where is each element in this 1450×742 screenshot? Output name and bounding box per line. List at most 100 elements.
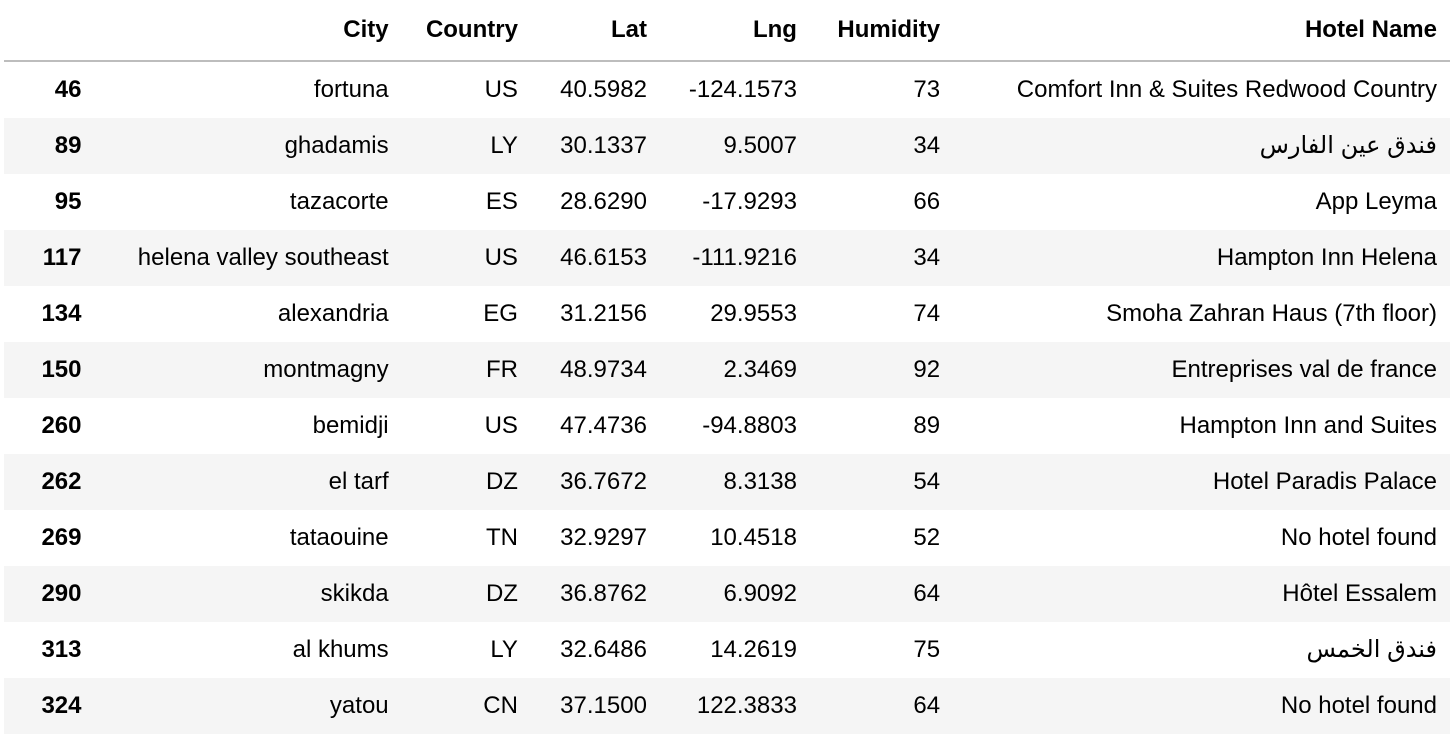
cell-city: ghadamis <box>284 132 389 159</box>
cell-lng: 2.3469 <box>723 356 797 383</box>
table-row: 134 alexandria EG 31.2156 29.9553 74 Smo… <box>4 286 1450 342</box>
cell-lng: -17.9293 <box>702 188 797 215</box>
row-index: 260 <box>41 412 82 439</box>
cell-humidity: 89 <box>913 412 941 439</box>
cell-lat: 36.7672 <box>560 468 647 495</box>
cell-hotel-name: Hotel Paradis Palace <box>1212 468 1437 495</box>
cell-lng: -111.9216 <box>692 244 797 271</box>
table-row: 324 yatou CN 37.1500 122.3833 64 No hote… <box>4 678 1450 734</box>
cell-humidity: 64 <box>913 692 941 719</box>
table-row: 269 tataouine TN 32.9297 10.4518 52 No h… <box>4 510 1450 566</box>
cell-humidity: 66 <box>913 188 941 215</box>
row-index: 46 <box>54 76 82 103</box>
header-city: City <box>94 0 402 62</box>
cell-humidity: 54 <box>913 468 941 495</box>
cell-hotel-name: No hotel found <box>1280 524 1437 551</box>
row-index: 117 <box>42 244 82 271</box>
row-index: 89 <box>54 132 82 159</box>
cell-city: tazacorte <box>289 188 389 215</box>
cell-lng: 122.3833 <box>696 692 797 719</box>
cell-humidity: 52 <box>913 524 941 551</box>
cell-lng: 10.4518 <box>710 524 797 551</box>
table-row: 290 skikda DZ 36.8762 6.9092 64 Hôtel Es… <box>4 566 1450 622</box>
header-country: Country <box>401 0 531 62</box>
cell-humidity: 74 <box>913 300 941 327</box>
cell-lng: 14.2619 <box>710 636 797 663</box>
cell-hotel-name: فندق عين الفارس <box>1259 132 1437 159</box>
cell-humidity: 34 <box>913 132 941 159</box>
cell-hotel-name: Smoha Zahran Haus (7th floor) <box>1106 300 1437 327</box>
cell-country: TN <box>485 524 518 551</box>
cell-lat: 28.6290 <box>560 188 647 215</box>
cell-city: helena valley southeast <box>137 244 389 271</box>
table-body: 46 fortuna US 40.5982 -124.1573 73 Comfo… <box>4 61 1450 734</box>
row-index: 313 <box>41 636 82 663</box>
header-humidity: Humidity <box>809 0 954 62</box>
table-row: 262 el tarf DZ 36.7672 8.3138 54 Hotel P… <box>4 454 1450 510</box>
cell-city: yatou <box>329 692 389 719</box>
cell-hotel-name: No hotel found <box>1280 692 1437 719</box>
cell-hotel-name: Hampton Inn Helena <box>1216 244 1437 271</box>
cell-humidity: 64 <box>913 580 941 607</box>
table-row: 150 montmagny FR 48.9734 2.3469 92 Entre… <box>4 342 1450 398</box>
table-row: 117 helena valley southeast US 46.6153 -… <box>4 230 1450 286</box>
cell-city: al khums <box>292 636 389 663</box>
cell-lng: 29.9553 <box>710 300 797 327</box>
cell-city: montmagny <box>263 356 389 383</box>
cell-humidity: 92 <box>913 356 941 383</box>
cell-lat: 47.4736 <box>560 412 647 439</box>
cell-country: LY <box>490 132 518 159</box>
table-header: City Country Lat Lng Humidity Hotel Name <box>4 0 1450 62</box>
row-index: 150 <box>41 356 82 383</box>
cell-country: ES <box>485 188 518 215</box>
cell-lng: 8.3138 <box>723 468 797 495</box>
header-lng: Lng <box>659 0 810 62</box>
cell-city: fortuna <box>313 76 389 103</box>
cell-lat: 32.9297 <box>560 524 647 551</box>
cell-country: US <box>484 244 518 271</box>
dataframe-table: City Country Lat Lng Humidity Hotel Name… <box>4 0 1450 734</box>
cell-lat: 36.8762 <box>560 580 647 607</box>
cell-lat: 30.1337 <box>560 132 647 159</box>
cell-country: EG <box>483 300 518 327</box>
table-row: 95 tazacorte ES 28.6290 -17.9293 66 App … <box>4 174 1450 230</box>
cell-lng: -124.1573 <box>688 76 797 103</box>
cell-lat: 32.6486 <box>560 636 647 663</box>
cell-hotel-name: فندق الخمس <box>1306 636 1437 663</box>
cell-hotel-name: Entreprises val de france <box>1171 356 1437 383</box>
row-index: 269 <box>41 524 82 551</box>
cell-lat: 46.6153 <box>560 244 647 271</box>
cell-country: DZ <box>485 468 518 495</box>
header-lat: Lat <box>530 0 660 62</box>
cell-humidity: 73 <box>913 76 941 103</box>
header-index <box>4 0 95 62</box>
row-index: 262 <box>41 468 82 495</box>
header-hotel-name: Hotel Name <box>953 0 1450 62</box>
cell-country: US <box>484 76 518 103</box>
table-row: 260 bemidji US 47.4736 -94.8803 89 Hampt… <box>4 398 1450 454</box>
cell-city: tataouine <box>289 524 389 551</box>
cell-lng: -94.8803 <box>702 412 797 439</box>
table-row: 89 ghadamis LY 30.1337 9.5007 34 فندق عي… <box>4 118 1450 174</box>
cell-city: el tarf <box>328 468 389 495</box>
table-row: 313 al khums LY 32.6486 14.2619 75 فندق … <box>4 622 1450 678</box>
row-index: 134 <box>41 300 82 327</box>
cell-city: alexandria <box>277 300 389 327</box>
cell-country: LY <box>490 636 518 663</box>
cell-city: bemidji <box>312 412 389 439</box>
cell-country: DZ <box>485 580 518 607</box>
cell-hotel-name: App Leyma <box>1315 188 1437 215</box>
cell-lat: 31.2156 <box>560 300 647 327</box>
row-index: 290 <box>41 580 82 607</box>
cell-lat: 40.5982 <box>560 76 647 103</box>
cell-country: US <box>484 412 518 439</box>
cell-lat: 37.1500 <box>560 692 647 719</box>
cell-country: FR <box>485 356 518 383</box>
row-index: 324 <box>41 692 82 719</box>
table-row: 46 fortuna US 40.5982 -124.1573 73 Comfo… <box>4 61 1450 118</box>
cell-lng: 6.9092 <box>723 580 797 607</box>
row-index: 95 <box>54 188 82 215</box>
cell-hotel-name: Comfort Inn & Suites Redwood Country <box>1016 76 1437 103</box>
cell-hotel-name: Hôtel Essalem <box>1282 580 1437 607</box>
cell-hotel-name: Hampton Inn and Suites <box>1179 412 1438 439</box>
